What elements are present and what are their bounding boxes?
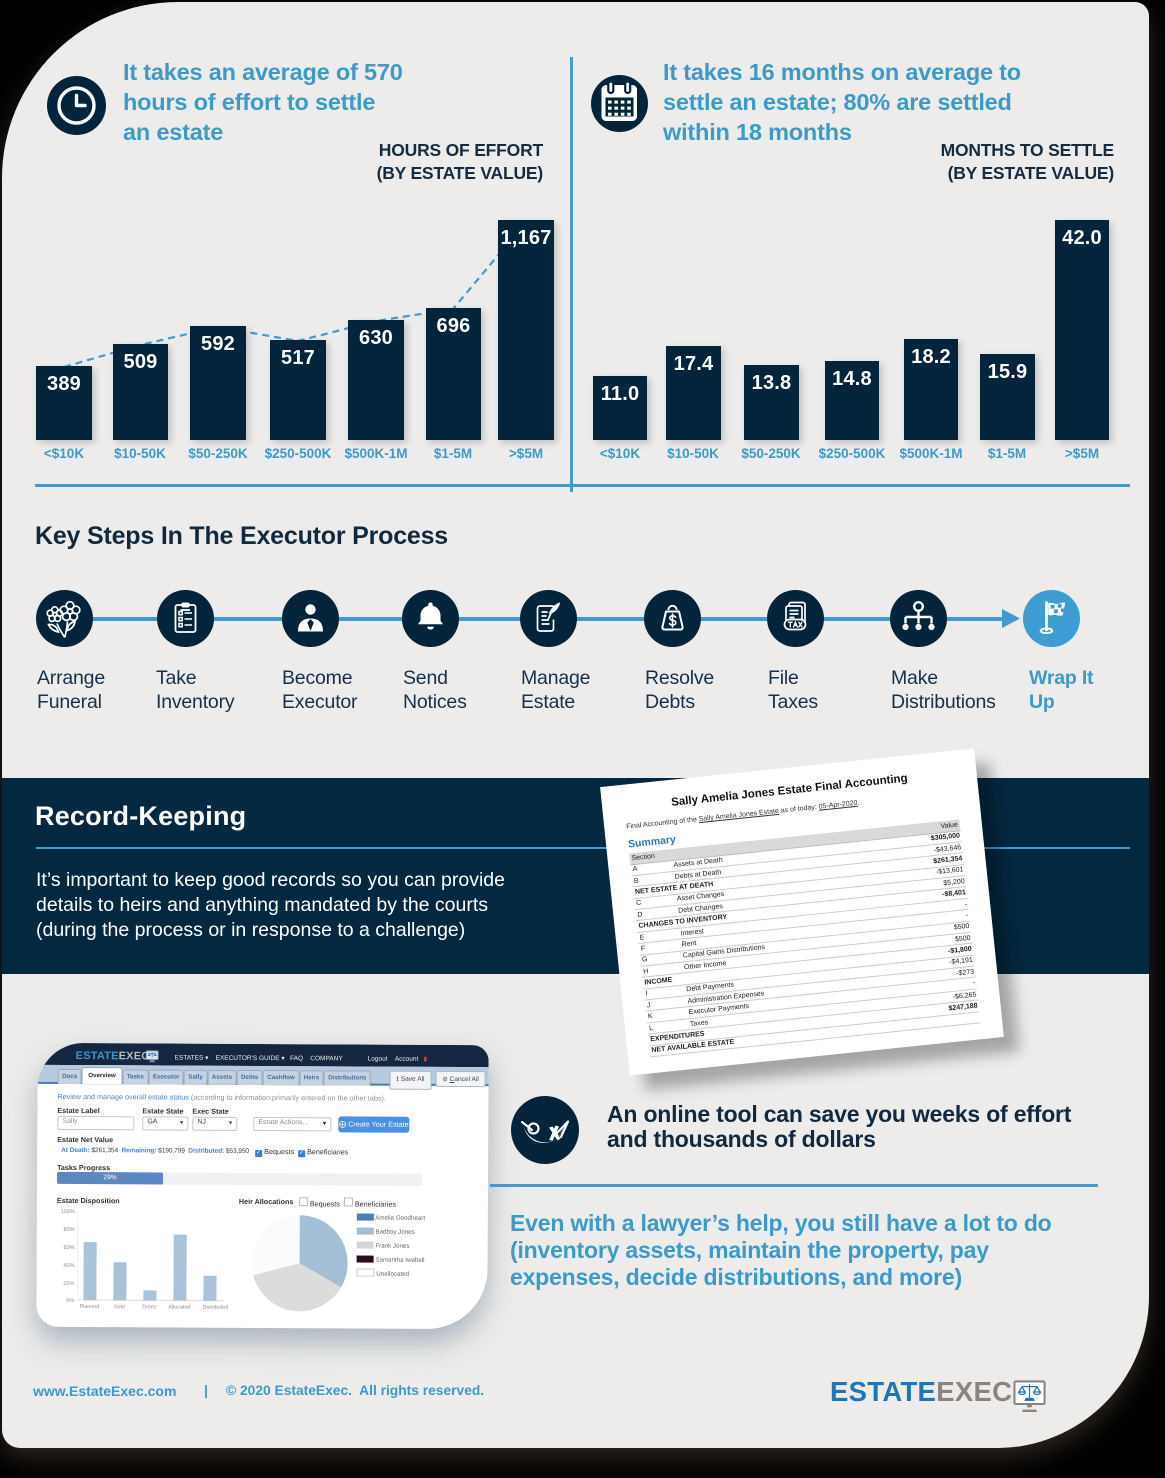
svg-text:0%: 0%	[66, 1298, 74, 1304]
svg-text:Debts: Debts	[142, 1304, 156, 1310]
svg-text:Distributed: Distributed	[202, 1305, 228, 1311]
svg-text:100%: 100%	[61, 1209, 75, 1215]
svg-text:60%: 60%	[63, 1245, 74, 1251]
svg-text:20%: 20%	[63, 1281, 74, 1287]
svg-text:Sold: Sold	[114, 1304, 125, 1310]
svg-text:Planned: Planned	[79, 1304, 99, 1310]
svg-text:40%: 40%	[63, 1263, 74, 1269]
svg-text:80%: 80%	[64, 1227, 75, 1233]
svg-text:Allocated: Allocated	[168, 1305, 190, 1311]
